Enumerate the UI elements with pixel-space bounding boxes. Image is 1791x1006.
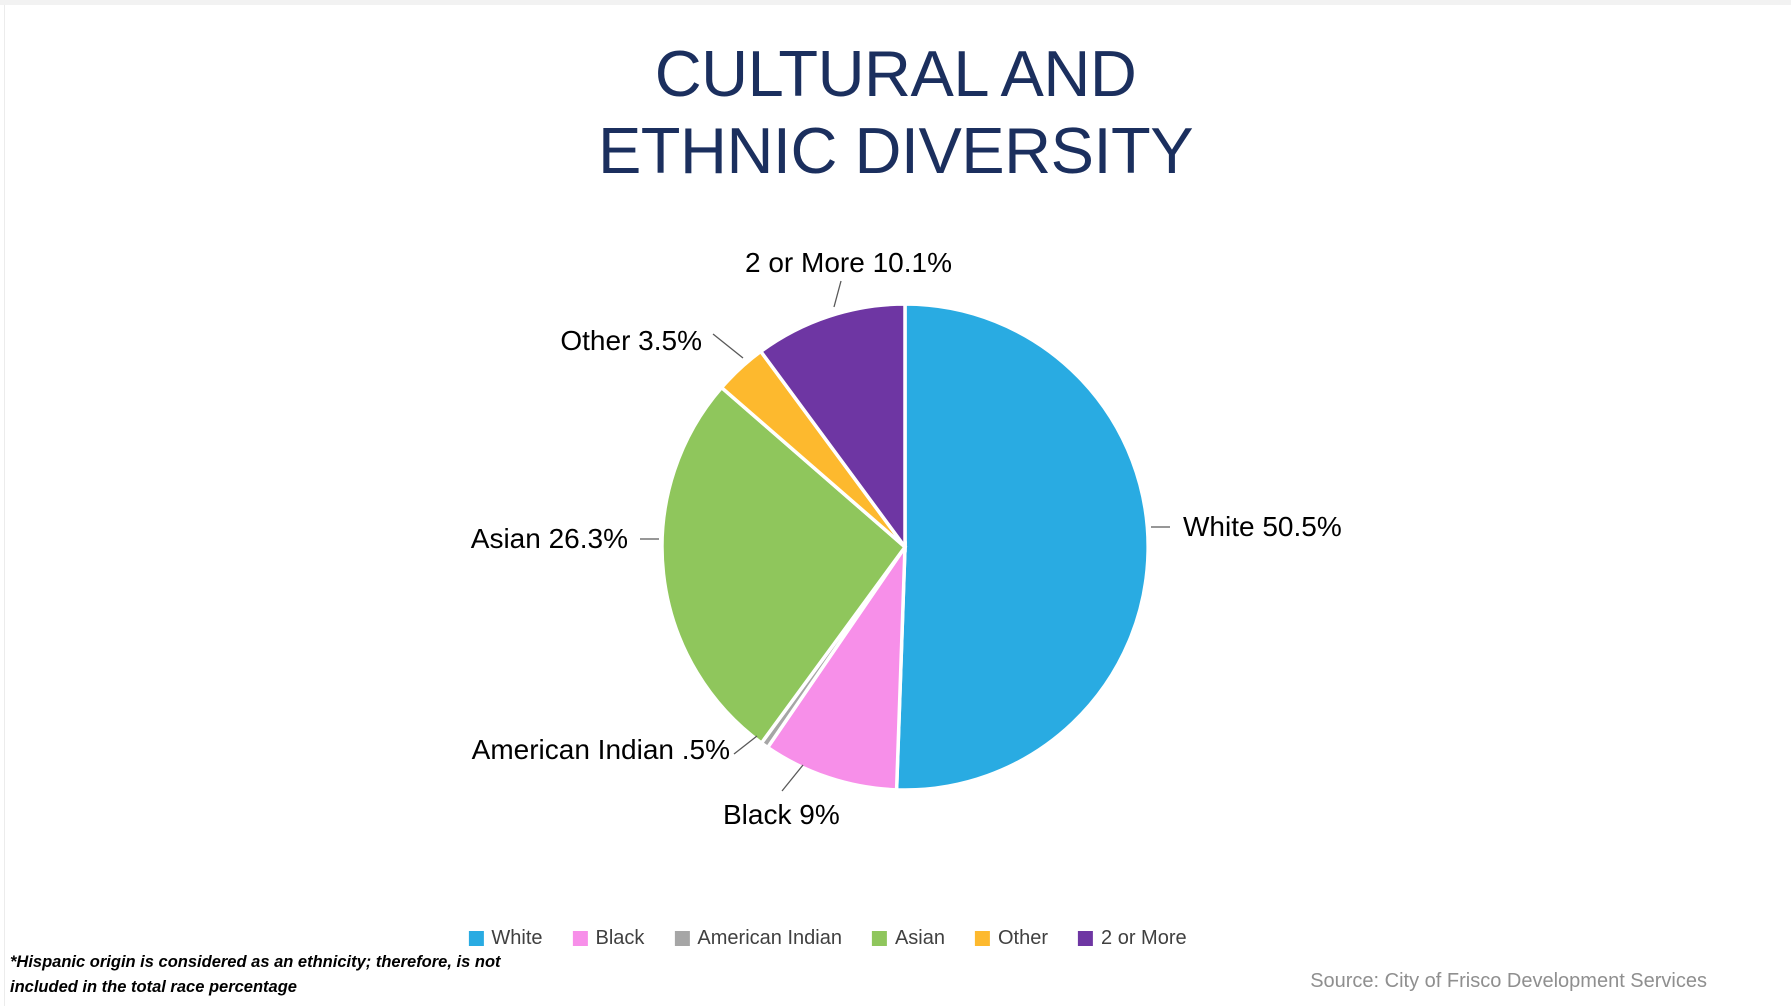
page-title-line1: CULTURAL AND	[654, 37, 1137, 110]
slice-label-american-indian: American Indian .5%	[471, 734, 730, 765]
legend-swatch-white	[468, 931, 484, 946]
footnote-line1: *Hispanic origin is considered as an eth…	[10, 953, 501, 971]
legend-swatch-asian	[871, 931, 887, 946]
top-edge-strip	[0, 0, 1791, 5]
leader-line-black	[781, 764, 804, 792]
legend-swatch-two-or-more	[1078, 931, 1094, 946]
legend-swatch-other	[974, 931, 990, 946]
slice-label-two-or-more: 2 or More 10.1%	[745, 247, 952, 278]
page-title: CULTURAL AND ETHNIC DIVERSITY	[0, 36, 1791, 189]
legend-item-asian: Asian	[871, 927, 945, 950]
leader-line-american-indian	[733, 735, 758, 755]
footnote: *Hispanic origin is considered as an eth…	[10, 950, 550, 1000]
legend-label-two-or-more: 2 or More	[1101, 927, 1187, 949]
pie-slice-white	[894, 302, 1150, 792]
legend-label-other: Other	[997, 927, 1049, 949]
slice-label-other: Other 3.5%	[560, 325, 702, 356]
legend-swatch-black	[572, 931, 588, 946]
pie-slice-asian	[660, 385, 908, 746]
slice-label-asian: Asian 26.3%	[470, 523, 628, 554]
legend-item-american-indian: American Indian	[674, 927, 842, 950]
legend-label-black: Black	[595, 927, 645, 949]
legend-item-black: Black	[572, 927, 645, 950]
legend-label-white: White	[491, 927, 543, 949]
leader-line-other	[712, 333, 744, 359]
chart-legend: White Black American Indian Asian Other …	[468, 927, 1187, 950]
legend-item-white: White	[468, 927, 543, 950]
source-credit: Source: City of Frisco Development Servi…	[1310, 970, 1707, 992]
legend-swatch-american-indian	[674, 931, 690, 946]
footnote-line2: included in the total race percentage	[10, 978, 297, 996]
slice-label-black: Black 9%	[723, 799, 840, 830]
leader-line-two-or-more	[833, 280, 842, 308]
slice-label-white: White 50.5%	[1183, 511, 1342, 542]
page-title-line2: ETHNIC DIVERSITY	[597, 113, 1194, 187]
legend-item-two-or-more: 2 or More	[1078, 927, 1187, 950]
legend-item-other: Other	[974, 927, 1049, 950]
left-edge-line	[4, 5, 5, 1006]
pie-slice-black	[765, 541, 907, 792]
legend-label-asian: Asian	[894, 927, 945, 949]
pie-slice-2-or-more	[758, 302, 907, 553]
legend-label-american-indian: American Indian	[697, 927, 842, 949]
